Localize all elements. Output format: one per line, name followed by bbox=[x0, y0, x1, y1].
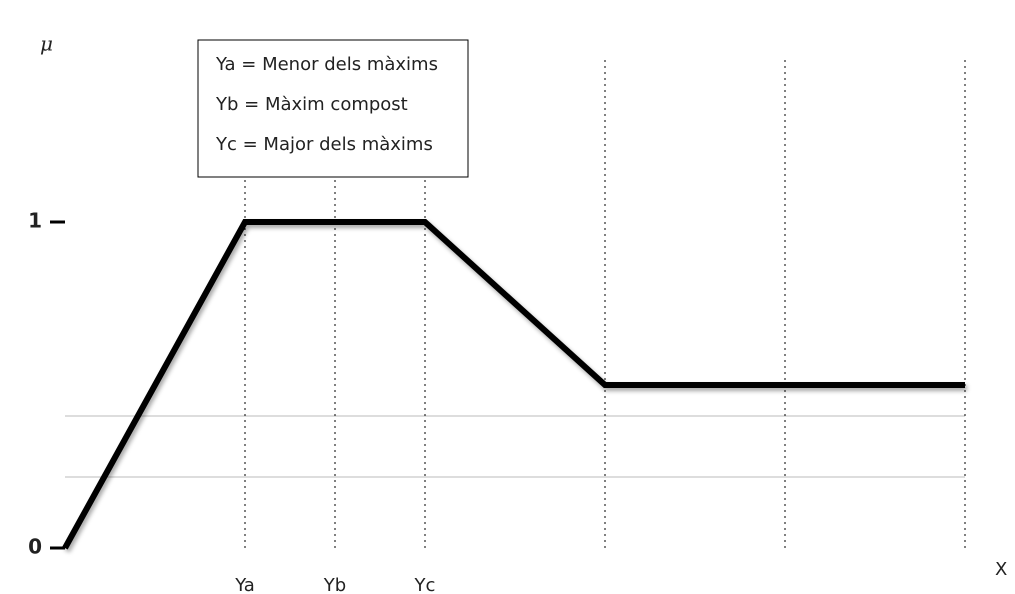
x-tick-label: Yb bbox=[323, 575, 346, 594]
x-axis-label: X bbox=[995, 559, 1007, 580]
annotation: Yc = Major dels màxims bbox=[215, 134, 433, 155]
x-tick-label: Yc bbox=[414, 575, 436, 594]
x-tick-label: Ya bbox=[234, 575, 255, 594]
annotation: Ya = Menor dels màxims bbox=[215, 54, 438, 75]
annotation: Yb = Màxim compost bbox=[215, 94, 408, 115]
y-tick-label: 1 bbox=[28, 209, 42, 233]
y-tick-label: 0 bbox=[28, 535, 42, 559]
membership-line bbox=[62, 219, 965, 550]
y-axis-label: μ bbox=[40, 32, 53, 56]
legend-box bbox=[197, 39, 469, 178]
